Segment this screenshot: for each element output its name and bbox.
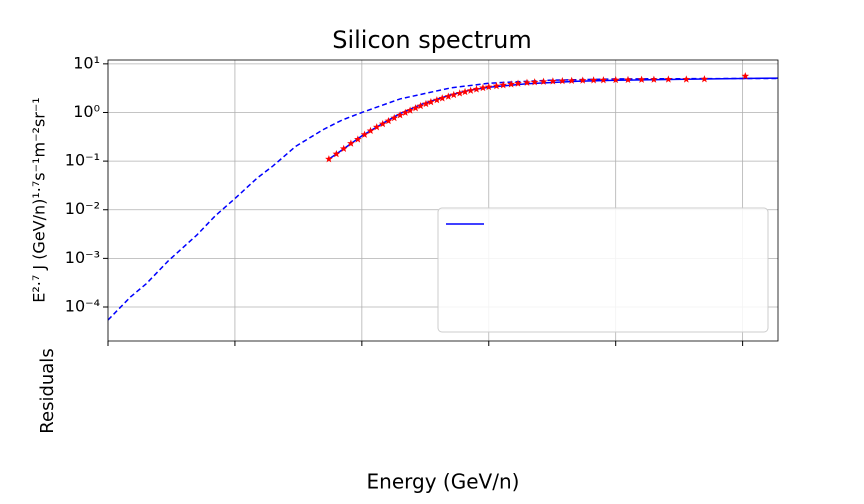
y-tick-label: 10⁻²	[65, 199, 100, 218]
data-point	[396, 111, 404, 119]
data-point	[422, 99, 430, 108]
axes-frame	[107, 59, 779, 342]
data-point	[433, 96, 441, 104]
data-point	[664, 75, 673, 83]
data-point	[700, 75, 709, 83]
data-point	[650, 75, 658, 83]
data-point	[378, 119, 387, 128]
data-point	[549, 77, 557, 85]
data-point	[567, 76, 576, 84]
data-point	[332, 150, 341, 158]
data-point	[682, 75, 691, 83]
data-point	[507, 80, 515, 88]
data-point	[589, 76, 598, 84]
data-point	[484, 82, 493, 91]
data-point	[427, 98, 435, 106]
data-point	[411, 104, 420, 112]
y-axis-label: E²·⁷ J (GeV/n)¹·⁷s⁻¹m⁻²sr⁻¹	[30, 97, 49, 302]
y-tick-label: 10⁰	[73, 102, 100, 121]
data-point	[479, 83, 487, 92]
data-point	[492, 82, 501, 90]
legend-box	[437, 207, 769, 333]
data-point	[354, 135, 362, 143]
data-point	[406, 106, 414, 114]
y-tick-label: 10¹	[73, 53, 100, 72]
data-point	[637, 75, 646, 83]
data-point	[539, 77, 548, 85]
data-point	[384, 116, 393, 125]
data-point	[523, 78, 531, 86]
data-point	[449, 90, 458, 99]
y-tick-label: 10⁻⁴	[65, 297, 100, 316]
data-point	[325, 155, 333, 163]
data-point	[514, 79, 522, 87]
data-point	[372, 123, 381, 131]
data-point	[578, 76, 587, 84]
data-point	[390, 114, 399, 122]
data-point	[366, 126, 375, 135]
plot-area	[108, 72, 778, 321]
data-point	[530, 78, 539, 86]
data-point	[558, 76, 567, 85]
y-tick-label: 10⁻³	[65, 248, 100, 267]
data-point	[466, 86, 475, 94]
chart-title: Silicon spectrum	[332, 26, 532, 54]
data-point	[401, 108, 410, 116]
data-point	[438, 94, 447, 102]
data-point	[444, 92, 453, 100]
data-point	[461, 87, 469, 96]
data-point	[472, 85, 481, 93]
series-line	[108, 77, 778, 321]
data-point	[360, 130, 369, 138]
data-point	[455, 89, 464, 97]
data-point	[599, 76, 608, 84]
y-axis-label: Residuals	[37, 348, 58, 433]
y-tick-label: 10⁻¹	[65, 151, 100, 170]
data-point	[347, 139, 355, 147]
data-point	[416, 101, 425, 110]
data-point	[741, 72, 750, 80]
data-point	[611, 75, 620, 84]
x-axis-label: Energy (GeV/n)	[367, 470, 520, 494]
data-point	[624, 75, 632, 84]
data-point	[499, 81, 508, 89]
data-point	[339, 144, 348, 152]
